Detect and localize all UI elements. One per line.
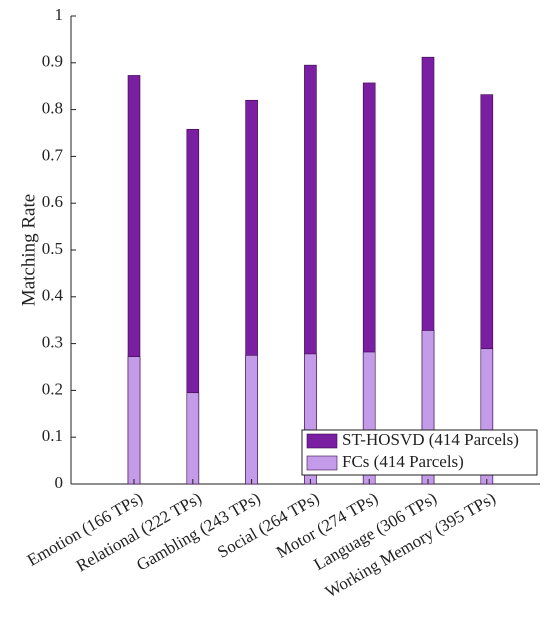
y-tick-label: 0.9 xyxy=(42,52,63,71)
y-tick-label: 0.7 xyxy=(42,145,64,164)
legend-label: ST-HOSVD (414 Parcels) xyxy=(342,430,519,449)
y-axis-label: Matching Rate xyxy=(18,194,39,306)
y-tick-label: 0.1 xyxy=(42,426,63,445)
y-tick-label: 0 xyxy=(55,473,64,492)
legend-label: FCs (414 Parcels) xyxy=(342,452,464,471)
y-tick-label: 1 xyxy=(55,5,64,24)
legend-box xyxy=(301,429,538,476)
bar xyxy=(186,392,200,485)
y-tick-label: 0.8 xyxy=(42,99,63,118)
legend-swatch xyxy=(306,433,338,449)
y-tick-label: 0.4 xyxy=(42,286,64,305)
bar xyxy=(127,356,141,485)
bar xyxy=(245,354,258,485)
y-tick-label: 0.5 xyxy=(42,239,63,258)
y-tick-label: 0.6 xyxy=(42,192,63,211)
y-tick-label: 0.3 xyxy=(42,333,63,352)
legend-swatch xyxy=(306,455,338,471)
y-tick-label: 0.2 xyxy=(42,379,63,398)
